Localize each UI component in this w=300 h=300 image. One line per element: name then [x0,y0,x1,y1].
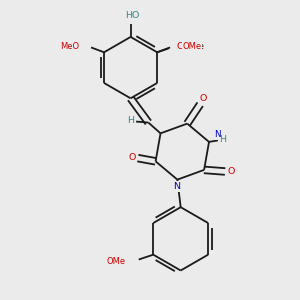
Text: Me: Me [191,42,204,51]
Text: HO: HO [125,11,140,20]
Text: O: O [227,167,235,176]
Text: OMe: OMe [182,42,202,51]
Text: OMe: OMe [106,256,125,266]
Text: N: N [173,182,180,191]
Text: O: O [128,153,136,162]
Text: O: O [199,94,206,103]
Text: H: H [219,135,226,144]
Text: O: O [177,42,184,51]
Text: MeO: MeO [60,42,79,51]
Text: H: H [127,116,134,125]
Text: N: N [214,130,220,139]
